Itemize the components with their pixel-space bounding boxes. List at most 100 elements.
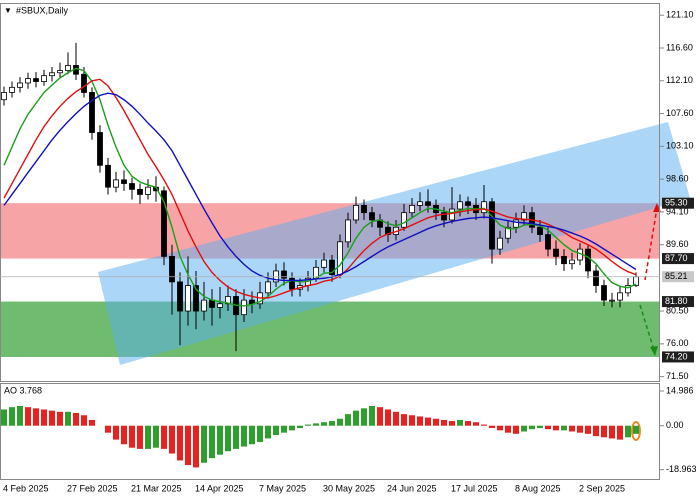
candle-body (33, 78, 39, 82)
plot (1, 42, 639, 352)
candle-body (1, 92, 7, 101)
candle-body (497, 237, 503, 250)
candle-body (161, 190, 167, 257)
osc-bar (193, 425, 199, 468)
osc-bar (473, 422, 479, 426)
osc-bar (369, 406, 375, 426)
osc-bar (513, 425, 519, 434)
y-tick-label: 112.10 (666, 75, 693, 85)
osc-bar (201, 425, 207, 463)
osc-bar (505, 425, 511, 433)
osc-bar (441, 419, 447, 426)
x-tick-label: 7 May 2025 (259, 483, 306, 493)
candle-body (401, 212, 407, 228)
osc-bar (89, 419, 95, 426)
highlight (631, 421, 641, 441)
osc-bar (33, 408, 39, 426)
osc-bar (329, 421, 335, 426)
osc-bar (281, 425, 287, 433)
candle-body (553, 248, 559, 257)
osc-bar (569, 425, 575, 432)
osc-bar (577, 425, 583, 433)
oscillator-frame (0, 383, 660, 480)
candle-body (441, 212, 447, 221)
osc-bar (433, 418, 439, 426)
candle-body (561, 255, 567, 265)
down-arrow (639, 304, 655, 351)
y-tick-label: 94.10 (666, 206, 689, 216)
osc-bar (601, 425, 607, 438)
osc-bar (609, 425, 615, 439)
x-tick-label: 17 Jul 2025 (451, 483, 498, 493)
candle-body (625, 285, 631, 294)
zone (0, 301, 660, 357)
moving-average (3, 78, 637, 299)
candle-body (361, 204, 367, 214)
osc-bar (361, 408, 367, 426)
y-tick-label: 121.10 (666, 10, 694, 20)
osc-bar (161, 425, 167, 449)
osc-bar (57, 411, 63, 426)
candle-body (265, 281, 271, 294)
candle-body (537, 226, 543, 235)
candle-body (609, 299, 615, 302)
up-arrow (644, 207, 658, 281)
x-tick-label: 2 Sep 2025 (579, 483, 625, 493)
moving-average (3, 92, 637, 282)
osc-bar (185, 425, 191, 466)
candle-body (545, 234, 551, 250)
price-label: 95.30 (665, 198, 688, 208)
osc-bar (9, 407, 15, 426)
candle-body (185, 285, 191, 312)
osc-bar (65, 411, 71, 426)
y-tick-label: 107.60 (666, 108, 694, 118)
y-tick-label: 116.60 (666, 42, 693, 52)
osc-bar (105, 425, 111, 433)
osc-bar (385, 409, 391, 426)
osc-bar (1, 409, 7, 426)
candle-body (449, 208, 455, 221)
price-label: 81.80 (665, 296, 688, 306)
candle-body (121, 179, 127, 184)
candle-body (49, 72, 55, 77)
osc-bar (321, 422, 327, 426)
osc-bar (233, 425, 239, 449)
osc-tick-label: 14.986 (666, 385, 694, 395)
candle-body (345, 219, 351, 243)
osc-bar (305, 424, 311, 426)
candle-body (145, 186, 151, 195)
osc-bar (633, 425, 639, 434)
osc-bar (625, 425, 631, 438)
candle-body (569, 259, 575, 265)
candle-body (489, 201, 495, 250)
y-tick-label: 80.50 (666, 305, 689, 315)
osc-bar (537, 425, 543, 429)
candle-body (9, 86, 15, 93)
x-tick-label: 8 Aug 2025 (515, 483, 561, 493)
osc-bar (297, 425, 303, 429)
menu-triangle: ▼ (4, 6, 12, 15)
candle-body (129, 183, 135, 190)
osc-bar (209, 425, 215, 459)
x-tick-label: 30 May 2025 (323, 483, 375, 493)
candle-body (25, 78, 31, 84)
candle-body (217, 303, 223, 308)
osc-bar (73, 412, 79, 426)
candle-body (281, 270, 287, 279)
osc-bar (545, 425, 551, 430)
oscillator-title: AO 3.768 (4, 385, 42, 395)
candle-body (177, 281, 183, 312)
osc-bar (217, 425, 223, 455)
candle-body (65, 65, 71, 71)
candle-body (369, 212, 375, 221)
candle-body (425, 201, 431, 206)
osc-bar (585, 425, 591, 434)
osc-bar (249, 425, 255, 445)
candle-body (457, 201, 463, 210)
osc-bar (449, 421, 455, 426)
osc-bar (553, 425, 559, 431)
candle-body (417, 201, 423, 206)
osc-bar (257, 425, 263, 442)
osc-bar (25, 407, 31, 426)
candle-body (17, 82, 23, 88)
